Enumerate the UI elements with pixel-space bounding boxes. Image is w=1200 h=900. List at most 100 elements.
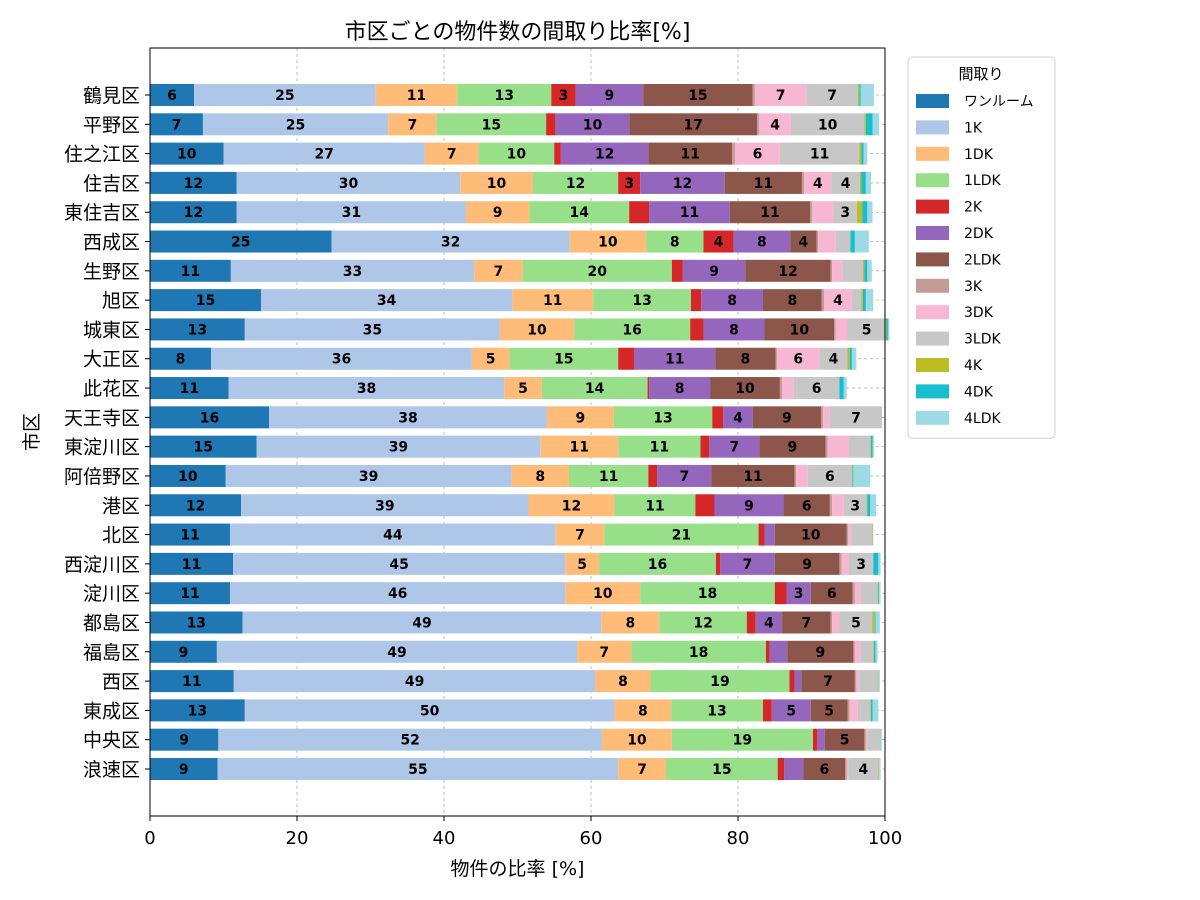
category-label: 旭区 xyxy=(102,290,140,312)
bar-segment xyxy=(847,318,886,341)
x-axis-title: 物件の比率 [%] xyxy=(451,858,585,880)
bar-segment xyxy=(735,142,780,165)
segment-label: 9 xyxy=(605,88,615,104)
bar-segment xyxy=(241,494,529,517)
segment-label: 35 xyxy=(363,322,382,338)
segment-label: 12 xyxy=(673,176,692,192)
x-tick-label: 100 xyxy=(868,828,902,849)
segment-label: 11 xyxy=(180,528,199,544)
chart-title: 市区ごとの物件数の間取り比率[%] xyxy=(345,20,691,45)
segment-label: 11 xyxy=(543,293,562,309)
bar-segment xyxy=(649,201,730,224)
segment-label: 6 xyxy=(802,498,812,514)
category-label: 福島区 xyxy=(83,642,140,664)
category-label: 住之江区 xyxy=(64,144,140,166)
bar-segment xyxy=(700,435,710,458)
segment-label: 7 xyxy=(827,88,837,104)
bar-segment xyxy=(602,728,672,751)
bar-segment xyxy=(852,464,854,487)
bar-segment xyxy=(225,464,512,487)
bar-segment xyxy=(833,201,858,224)
segment-label: 15 xyxy=(688,88,707,104)
bar-segment xyxy=(217,758,619,780)
legend-swatch xyxy=(916,252,949,267)
segment-label: 15 xyxy=(712,762,731,778)
bar-segment xyxy=(859,670,878,693)
segment-label: 38 xyxy=(398,410,417,426)
bar-segment xyxy=(649,377,711,400)
bar-segment xyxy=(841,552,849,575)
bar-segment xyxy=(244,699,615,722)
bar-segment xyxy=(618,347,635,370)
bar-segment xyxy=(843,377,847,400)
bar-segment xyxy=(211,347,472,370)
bar-segment xyxy=(618,435,701,458)
bar-segment xyxy=(436,113,547,136)
bar-segment xyxy=(762,289,822,312)
bar-segment xyxy=(601,611,660,634)
bar-segment xyxy=(504,377,542,400)
bar-segment xyxy=(835,230,851,253)
legend-label: 1K xyxy=(964,120,983,136)
bar-segment xyxy=(233,670,596,693)
bar-segment xyxy=(877,670,879,693)
segment-label: 49 xyxy=(387,645,406,661)
bar-segment xyxy=(720,552,775,575)
legend-label: 3K xyxy=(964,279,983,295)
bar-segment xyxy=(870,435,872,458)
segment-label: 7 xyxy=(637,762,647,778)
segment-label: 17 xyxy=(683,117,702,133)
segment-label: 11 xyxy=(665,352,684,368)
segment-label: 10 xyxy=(583,117,603,133)
bar-segment xyxy=(150,142,224,165)
segment-label: 18 xyxy=(698,586,717,602)
bar-segment xyxy=(230,259,475,282)
segment-label: 50 xyxy=(420,703,440,719)
category-label: 此花区 xyxy=(83,378,140,400)
segment-label: 4 xyxy=(770,117,780,133)
bar-segment xyxy=(867,728,882,751)
bar-segment xyxy=(829,494,833,517)
bar-segment xyxy=(782,377,794,400)
bar-segment xyxy=(424,142,479,165)
bar-segment xyxy=(856,670,860,693)
segment-label: 12 xyxy=(184,205,203,221)
y-axis-ticks: 鶴見区平野区住之江区住吉区東住吉区西成区生野区旭区城東区大正区此花区天王寺区東淀… xyxy=(64,85,150,781)
bar-segment xyxy=(859,84,861,106)
bar-segment xyxy=(150,230,332,253)
segment-label: 39 xyxy=(375,498,394,514)
bar-segment xyxy=(631,640,766,663)
category-label: 平野区 xyxy=(83,114,140,136)
bar-segment xyxy=(877,582,879,605)
bar-segment xyxy=(150,347,212,370)
bar-segment xyxy=(511,464,569,487)
bar-segment xyxy=(872,435,874,458)
segment-label: 3 xyxy=(840,205,850,221)
bar-segment xyxy=(796,464,808,487)
bar-segment xyxy=(801,171,805,194)
bar-segment xyxy=(848,552,874,575)
legend-label: ワンルーム xyxy=(964,94,1034,110)
bar-segment xyxy=(150,201,237,224)
bar-segment xyxy=(701,289,763,312)
bar-segment xyxy=(872,611,875,634)
category-label: 西区 xyxy=(102,671,140,693)
segment-label: 9 xyxy=(179,645,189,661)
segment-label: 10 xyxy=(593,586,613,602)
bar-segment xyxy=(866,494,868,517)
bar-segment xyxy=(801,670,855,693)
bar-segment xyxy=(794,670,802,693)
segment-label: 11 xyxy=(743,469,762,485)
bar-segment xyxy=(242,611,602,634)
segment-label: 7 xyxy=(172,117,182,133)
bar-segment xyxy=(757,113,760,136)
bar-segment xyxy=(871,435,873,458)
legend-swatch xyxy=(916,94,949,108)
bar-segment xyxy=(244,318,500,341)
category-label: 東成区 xyxy=(83,700,140,722)
bar-segment xyxy=(886,318,888,341)
bar-segment xyxy=(714,494,784,517)
bar-segment xyxy=(690,318,704,341)
legend-label: 2DK xyxy=(964,226,994,242)
